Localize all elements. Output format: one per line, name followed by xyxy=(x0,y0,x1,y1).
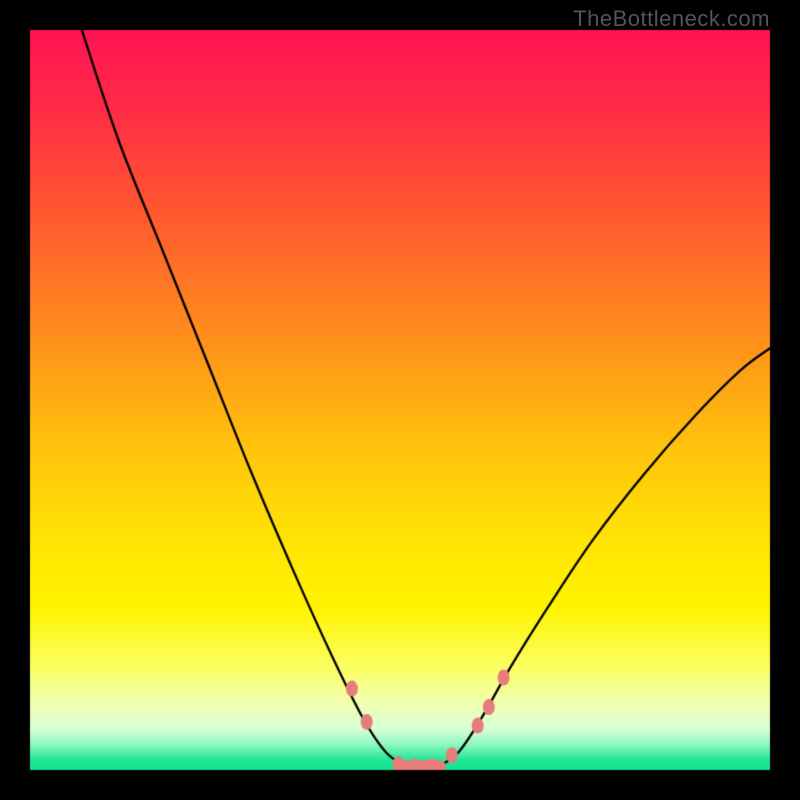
bottleneck-curve-chart xyxy=(0,0,800,800)
watermark-text: TheBottleneck.com xyxy=(573,6,770,32)
chart-stage: TheBottleneck.com xyxy=(0,0,800,800)
